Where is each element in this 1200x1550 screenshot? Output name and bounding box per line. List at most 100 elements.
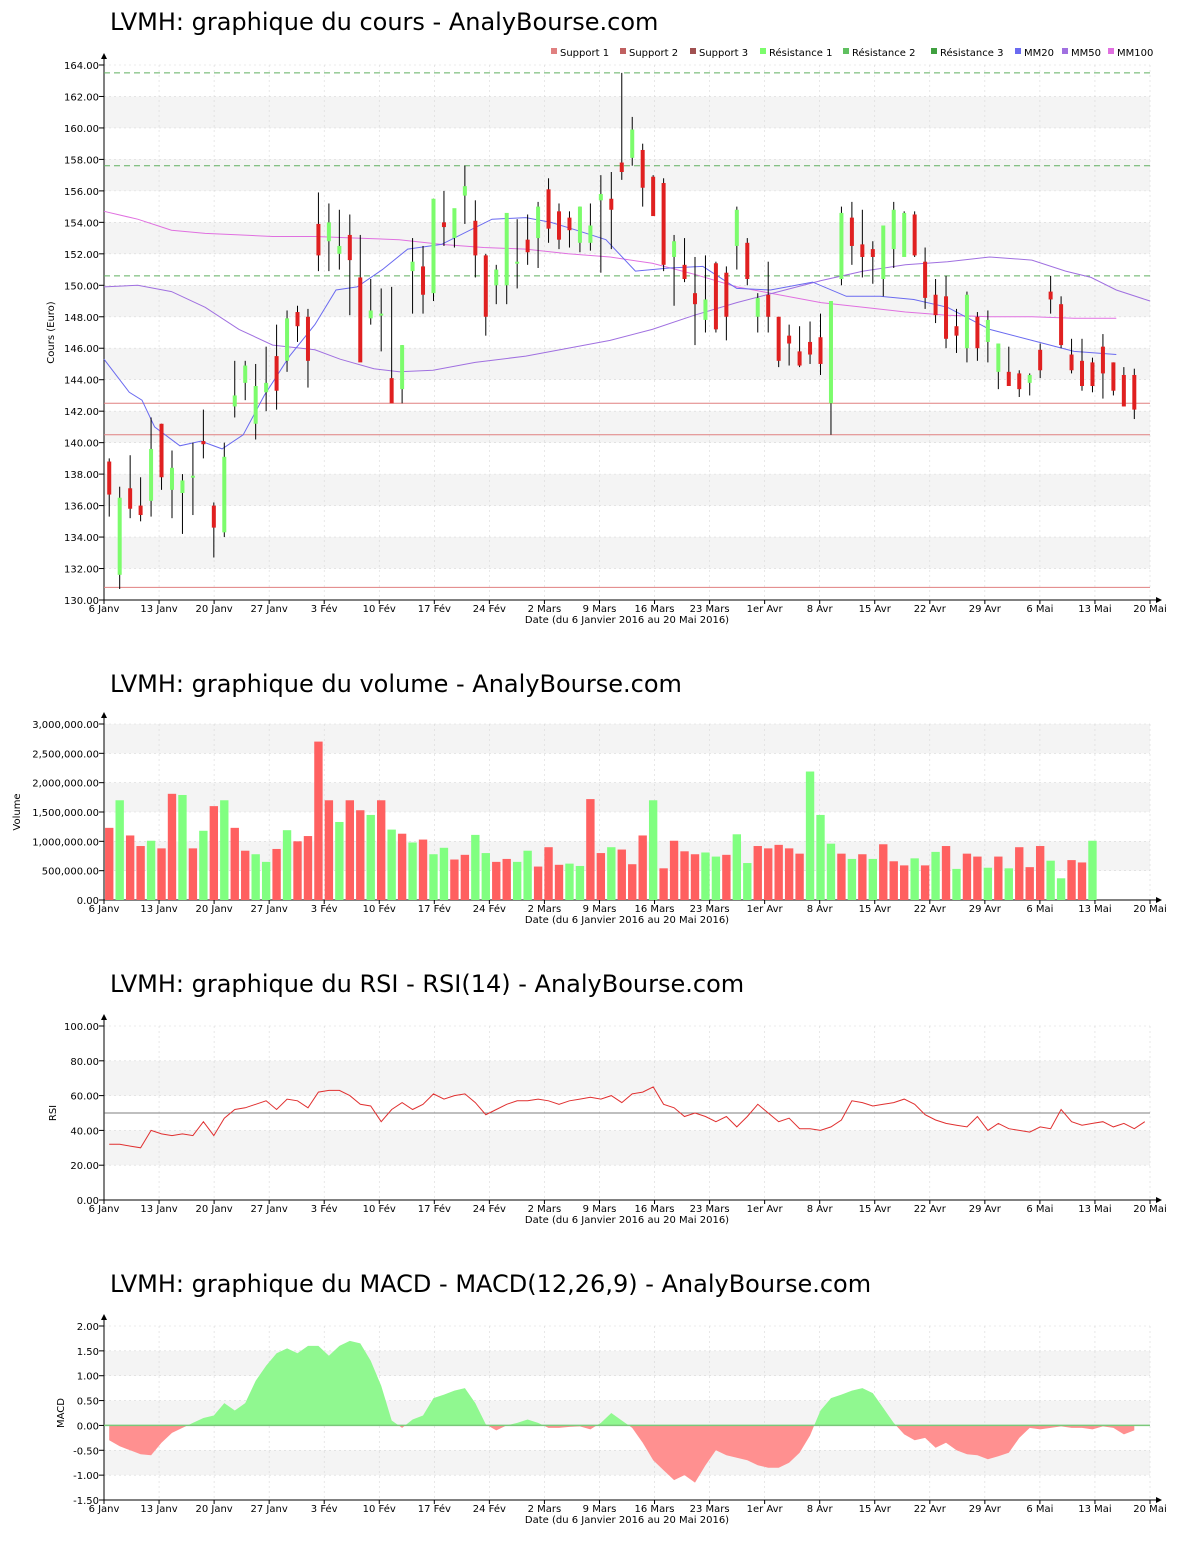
x-tick-label: 24 Fév xyxy=(473,1503,506,1515)
volume-bar xyxy=(429,854,438,900)
x-tick-label: 29 Avr xyxy=(969,1204,1002,1215)
macd-area-positive xyxy=(596,1413,629,1426)
volume-bar xyxy=(272,848,281,900)
candle-body xyxy=(849,217,854,246)
candle-body xyxy=(870,249,875,257)
volume-bar xyxy=(157,848,166,900)
x-tick-label: 23 Mars xyxy=(690,904,730,915)
volume-bar xyxy=(659,868,668,900)
x-tick-label: 17 Fév xyxy=(418,603,451,615)
x-tick-label: 29 Avr xyxy=(969,604,1002,615)
y-tick-label: 154.00 xyxy=(64,218,99,229)
candle-body xyxy=(326,222,331,242)
x-tick-label: 22 Avr xyxy=(914,904,947,915)
x-tick-label: 29 Avr xyxy=(969,1504,1002,1515)
volume-bar xyxy=(481,853,490,900)
candle-body xyxy=(253,386,258,424)
volume-chart-title: LVMH: graphique du volume - AnalyBourse.… xyxy=(110,670,682,698)
volume-bar xyxy=(586,799,595,900)
volume-bar xyxy=(994,856,1003,900)
x-tick-label: 22 Avr xyxy=(914,604,947,615)
candle-body xyxy=(1059,304,1064,346)
legend-swatch xyxy=(690,48,696,54)
volume-bar xyxy=(533,866,543,900)
x-tick-label: 27 Janv xyxy=(251,1504,288,1515)
x-tick-label: 13 Mai xyxy=(1078,904,1111,915)
volume-bar xyxy=(408,842,417,900)
x-axis-arrow xyxy=(1156,1497,1162,1503)
candle-body xyxy=(358,277,363,363)
volume-bar xyxy=(115,800,124,900)
volume-bar xyxy=(743,863,752,900)
candle-body xyxy=(954,326,959,336)
grid-band xyxy=(104,1060,1150,1096)
x-tick-label: 13 Mai xyxy=(1078,604,1111,615)
y-axis-arrow xyxy=(101,712,107,718)
volume-bar xyxy=(293,841,302,900)
y-tick-label: -1.50 xyxy=(73,1496,99,1507)
volume-bar xyxy=(952,868,961,900)
y-tick-label: 150.00 xyxy=(64,281,99,292)
volume-bar xyxy=(1046,860,1055,900)
y-tick-label: 140.00 xyxy=(64,439,99,450)
x-tick-label: 6 Mai xyxy=(1026,1504,1053,1515)
volume-bar xyxy=(680,851,689,900)
candle-body xyxy=(1038,349,1043,371)
candle-body xyxy=(285,318,290,361)
candle-body xyxy=(536,206,541,239)
y-axis-label: RSI xyxy=(48,1105,59,1121)
legend-swatch xyxy=(931,48,937,54)
macd-area-positive xyxy=(187,1340,399,1426)
volume-bar xyxy=(471,834,480,900)
y-tick-label: 136.00 xyxy=(64,502,99,513)
candle-body xyxy=(400,345,405,390)
legend-label: Résistance 3 xyxy=(940,47,1003,59)
x-tick-label: 23 Mars xyxy=(690,604,730,615)
y-tick-label: 142.00 xyxy=(64,407,99,418)
candle-body xyxy=(337,245,342,254)
x-tick-label: 15 Avr xyxy=(859,604,892,615)
y-tick-label: 148.00 xyxy=(64,313,99,324)
legend-swatch xyxy=(551,48,557,54)
volume-bar xyxy=(920,865,930,900)
rsi-chart-title: LVMH: graphique du RSI - RSI(14) - Analy… xyxy=(110,970,745,998)
x-tick-label: 15 Avr xyxy=(859,1204,892,1215)
candle-body xyxy=(609,198,614,210)
candle-body xyxy=(117,497,122,575)
volume-bar xyxy=(251,854,260,900)
x-tick-label: 6 Janv xyxy=(89,1504,120,1515)
y-tick-label: -1.00 xyxy=(73,1471,99,1482)
grid-band xyxy=(104,474,1150,506)
x-tick-label: 9 Mars xyxy=(583,604,617,615)
x-tick-label: 1er Avr xyxy=(747,1204,784,1215)
legend-swatch xyxy=(1108,48,1114,54)
y-tick-label: 20.00 xyxy=(70,1161,99,1172)
x-tick-label: 10 Fév xyxy=(363,1503,396,1515)
grid-band xyxy=(104,1350,1150,1376)
candle-body xyxy=(473,220,478,256)
legend-swatch xyxy=(760,48,766,54)
x-tick-label: 16 Mars xyxy=(635,1504,675,1515)
macd-area-positive xyxy=(506,1419,544,1426)
volume-bar xyxy=(1088,840,1097,900)
volume-bar xyxy=(460,854,470,900)
volume-bar xyxy=(544,847,553,900)
y-axis-arrow xyxy=(101,1014,107,1020)
x-axis-label: Date (du 6 Janvier 2016 au 20 Mai 2016) xyxy=(525,1215,729,1226)
x-tick-label: 23 Mars xyxy=(690,1204,730,1215)
x-tick-label: 20 Janv xyxy=(195,1504,232,1515)
candle-body xyxy=(1027,374,1032,383)
volume-bar xyxy=(962,853,972,900)
candle-body xyxy=(462,186,467,196)
volume-bar xyxy=(167,793,177,900)
volume-chart: 0.00 500,000.00 1,000,000.00 1,500,000.00 2,… xyxy=(12,712,1167,926)
y-tick-label: 0.00 xyxy=(77,1196,99,1207)
x-tick-label: 13 Janv xyxy=(140,1204,177,1215)
legend-label: Résistance 2 xyxy=(852,47,915,59)
y-tick-label: 1.50 xyxy=(77,1347,99,1358)
candle-body xyxy=(1121,374,1126,407)
volume-bar xyxy=(450,859,459,900)
x-tick-label: 29 Avr xyxy=(969,904,1002,915)
candle-body xyxy=(839,212,844,279)
candle-body xyxy=(619,162,624,172)
